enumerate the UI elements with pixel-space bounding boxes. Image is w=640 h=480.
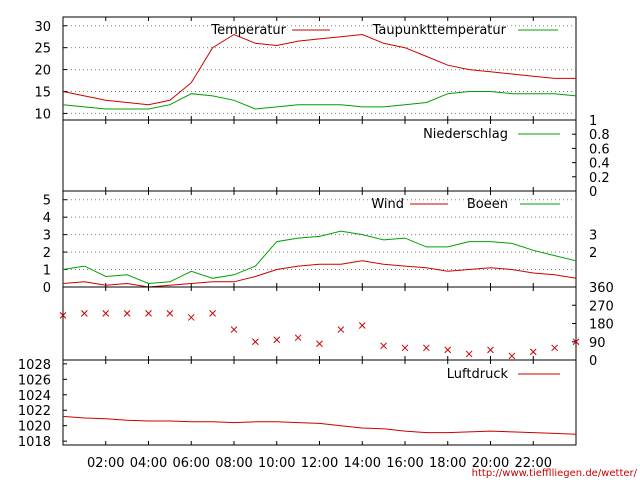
y-tick-label: 0 <box>589 354 597 369</box>
y-tick-label: 3 <box>589 229 597 244</box>
y-tick-label: 360 <box>589 281 614 296</box>
y-tick-label: 0.6 <box>589 142 610 157</box>
data-point <box>358 322 366 329</box>
y-tick-label: 180 <box>589 318 614 333</box>
data-point <box>123 310 131 317</box>
legend-label: Boeen <box>467 197 508 212</box>
y-tick-label: 2 <box>43 246 51 261</box>
data-point <box>273 336 281 344</box>
series-line <box>62 230 577 285</box>
x-tick-label: 14:00 <box>344 456 381 471</box>
y-tick-label: 5 <box>43 194 51 209</box>
data-point <box>316 340 323 348</box>
data-point <box>81 310 88 317</box>
y-tick-label: 0.4 <box>589 157 610 172</box>
y-tick-label: 1026 <box>18 373 51 388</box>
x-tick-label: 20:00 <box>472 456 509 471</box>
y-tick-label: 1020 <box>18 420 51 435</box>
data-point <box>551 344 558 352</box>
y-tick-label: 90 <box>589 336 606 351</box>
y-tick-label: 25 <box>34 42 51 57</box>
series-line <box>62 91 577 110</box>
y-tick-label: 0 <box>589 185 597 200</box>
data-point <box>529 348 537 356</box>
legend-label: Niederschlag <box>423 127 508 142</box>
data-point <box>465 350 473 358</box>
data-point <box>380 342 387 350</box>
y-tick-label: 10 <box>34 107 51 122</box>
data-point <box>166 310 174 317</box>
data-point <box>444 346 452 354</box>
y-tick-label: 1028 <box>18 358 51 373</box>
y-tick-label: 20 <box>34 64 51 79</box>
y-tick-label: 1 <box>589 114 597 129</box>
data-point <box>187 314 195 321</box>
data-point <box>401 344 409 352</box>
y-tick-label: 30 <box>34 20 51 35</box>
x-tick-label: 22:00 <box>515 456 552 471</box>
y-tick-label: 1022 <box>18 404 51 419</box>
data-point <box>145 310 152 317</box>
y-tick-label: 15 <box>34 86 51 101</box>
data-point <box>59 312 67 319</box>
source-url: http://www.tiefflliegen.de/wetter/ <box>472 468 638 479</box>
y-tick-label: 1018 <box>18 435 51 450</box>
legend-label: Luftdruck <box>447 367 509 382</box>
series-line <box>62 415 577 435</box>
legend-label: Temperatur <box>210 23 286 38</box>
y-tick-label: 270 <box>589 299 614 314</box>
x-tick-label: 16:00 <box>386 456 423 471</box>
y-tick-label: 1 <box>43 264 51 279</box>
data-point <box>209 310 216 317</box>
data-point <box>423 344 430 352</box>
data-point <box>487 346 494 354</box>
y-tick-label: 4 <box>43 211 51 226</box>
y-tick-label: 1024 <box>18 389 51 404</box>
legend-label: Taupunkttemperatur <box>372 23 507 38</box>
data-point <box>230 326 238 333</box>
series-line <box>62 33 576 106</box>
data-point <box>102 310 110 317</box>
data-point <box>572 338 580 346</box>
y-tick-label: 0.2 <box>589 171 610 186</box>
x-tick-label: 12:00 <box>301 456 338 471</box>
y-tick-label: 0.8 <box>589 128 610 143</box>
data-point <box>252 338 259 346</box>
x-tick-label: 18:00 <box>429 456 466 471</box>
x-tick-label: 08:00 <box>215 456 252 471</box>
legend-label: Wind <box>371 197 404 212</box>
y-tick-label: 2 <box>589 246 597 261</box>
data-point <box>508 352 516 360</box>
x-tick-label: 10:00 <box>258 456 295 471</box>
x-tick-label: 06:00 <box>173 456 210 471</box>
data-point <box>337 326 345 333</box>
y-tick-label: 3 <box>43 229 51 244</box>
x-tick-label: 02:00 <box>87 456 124 471</box>
plot-frame <box>62 286 577 361</box>
x-tick-label: 04:00 <box>130 456 167 471</box>
y-tick-label: 0 <box>43 281 51 296</box>
data-point <box>294 334 302 342</box>
